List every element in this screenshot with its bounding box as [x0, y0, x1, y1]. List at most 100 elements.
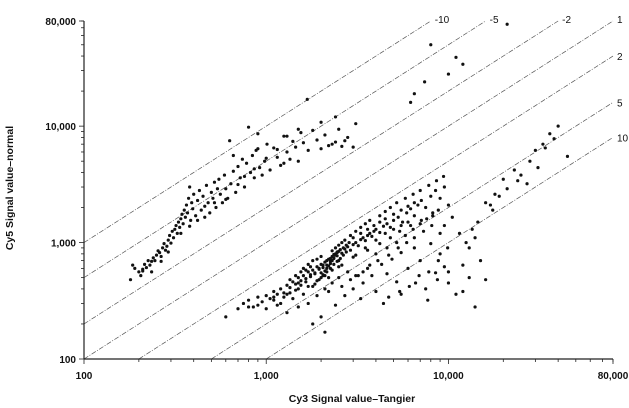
data-point	[343, 238, 347, 242]
data-point	[476, 220, 480, 224]
data-point	[380, 262, 384, 266]
data-point	[313, 282, 317, 286]
data-point	[338, 256, 342, 261]
data-point	[461, 62, 465, 66]
data-point	[317, 266, 321, 271]
data-point	[319, 276, 323, 280]
data-point	[311, 284, 315, 289]
data-point	[388, 225, 392, 229]
data-point	[175, 231, 179, 235]
data-point	[256, 147, 260, 151]
data-point	[159, 259, 163, 263]
data-point	[199, 208, 203, 212]
data-point	[351, 287, 355, 291]
data-point	[488, 203, 493, 207]
data-point	[396, 246, 400, 250]
data-point	[383, 217, 387, 221]
data-point	[501, 177, 505, 181]
data-point	[240, 157, 244, 161]
data-point	[426, 298, 430, 302]
data-point	[412, 236, 416, 240]
data-point	[525, 182, 529, 186]
data-point	[512, 168, 516, 172]
data-point	[161, 246, 165, 250]
data-point	[195, 218, 200, 223]
data-point	[166, 238, 170, 242]
data-point	[343, 139, 347, 143]
data-point	[418, 259, 422, 263]
fold-change-line	[211, 102, 614, 360]
data-point	[327, 144, 331, 148]
data-point	[406, 220, 410, 224]
fold-change-line	[83, 20, 559, 325]
data-point	[304, 280, 308, 284]
data-point	[391, 218, 396, 223]
data-point	[427, 270, 431, 274]
data-point	[224, 187, 228, 191]
data-point	[291, 280, 295, 284]
data-point	[478, 259, 483, 263]
data-point	[272, 289, 276, 294]
data-point	[351, 243, 355, 247]
data-point	[533, 148, 537, 152]
data-point	[323, 133, 327, 137]
data-point	[294, 145, 298, 149]
data-point	[548, 132, 552, 136]
data-point	[333, 115, 338, 119]
data-point	[491, 208, 495, 212]
data-point	[294, 282, 298, 286]
data-point	[416, 203, 420, 207]
data-point	[179, 217, 183, 221]
data-point	[241, 301, 246, 306]
data-point	[151, 256, 155, 260]
data-point	[279, 287, 283, 291]
data-point	[206, 201, 210, 205]
data-point	[308, 265, 313, 269]
data-point	[359, 231, 363, 235]
data-point	[454, 292, 458, 296]
data-point	[305, 97, 309, 101]
fold-change-line	[83, 20, 486, 278]
data-point	[184, 203, 189, 207]
data-point	[435, 278, 440, 282]
data-point	[484, 201, 488, 205]
data-point	[341, 246, 345, 250]
data-point	[299, 270, 303, 274]
data-point	[464, 240, 468, 245]
data-point	[306, 284, 310, 289]
data-point	[190, 201, 194, 205]
data-point	[390, 257, 394, 261]
data-point	[391, 227, 396, 231]
data-point	[450, 215, 454, 219]
data-point	[176, 220, 181, 224]
data-point	[348, 278, 353, 282]
data-point	[403, 196, 407, 200]
data-point	[325, 259, 329, 263]
data-point	[296, 159, 300, 163]
data-point	[385, 272, 389, 276]
data-point	[299, 279, 303, 283]
data-point	[244, 161, 249, 165]
data-point	[338, 248, 342, 252]
data-point	[556, 124, 560, 128]
data-point	[413, 281, 418, 285]
data-point	[374, 227, 378, 231]
data-point	[348, 248, 353, 252]
fold-change-label: 5	[617, 98, 623, 109]
data-point	[363, 246, 367, 250]
data-point	[454, 55, 458, 59]
x-tick-label: 10,000	[433, 371, 464, 382]
data-point	[378, 230, 382, 235]
y-tick-label: 100	[59, 355, 76, 366]
data-point	[467, 246, 471, 250]
data-point	[315, 138, 319, 142]
data-point	[381, 301, 386, 306]
data-point	[264, 294, 268, 298]
data-point	[299, 131, 303, 135]
data-point	[174, 223, 178, 228]
data-point	[279, 163, 283, 168]
data-point	[330, 249, 334, 253]
data-point	[399, 223, 403, 228]
data-point	[399, 208, 403, 212]
data-point	[264, 156, 268, 160]
